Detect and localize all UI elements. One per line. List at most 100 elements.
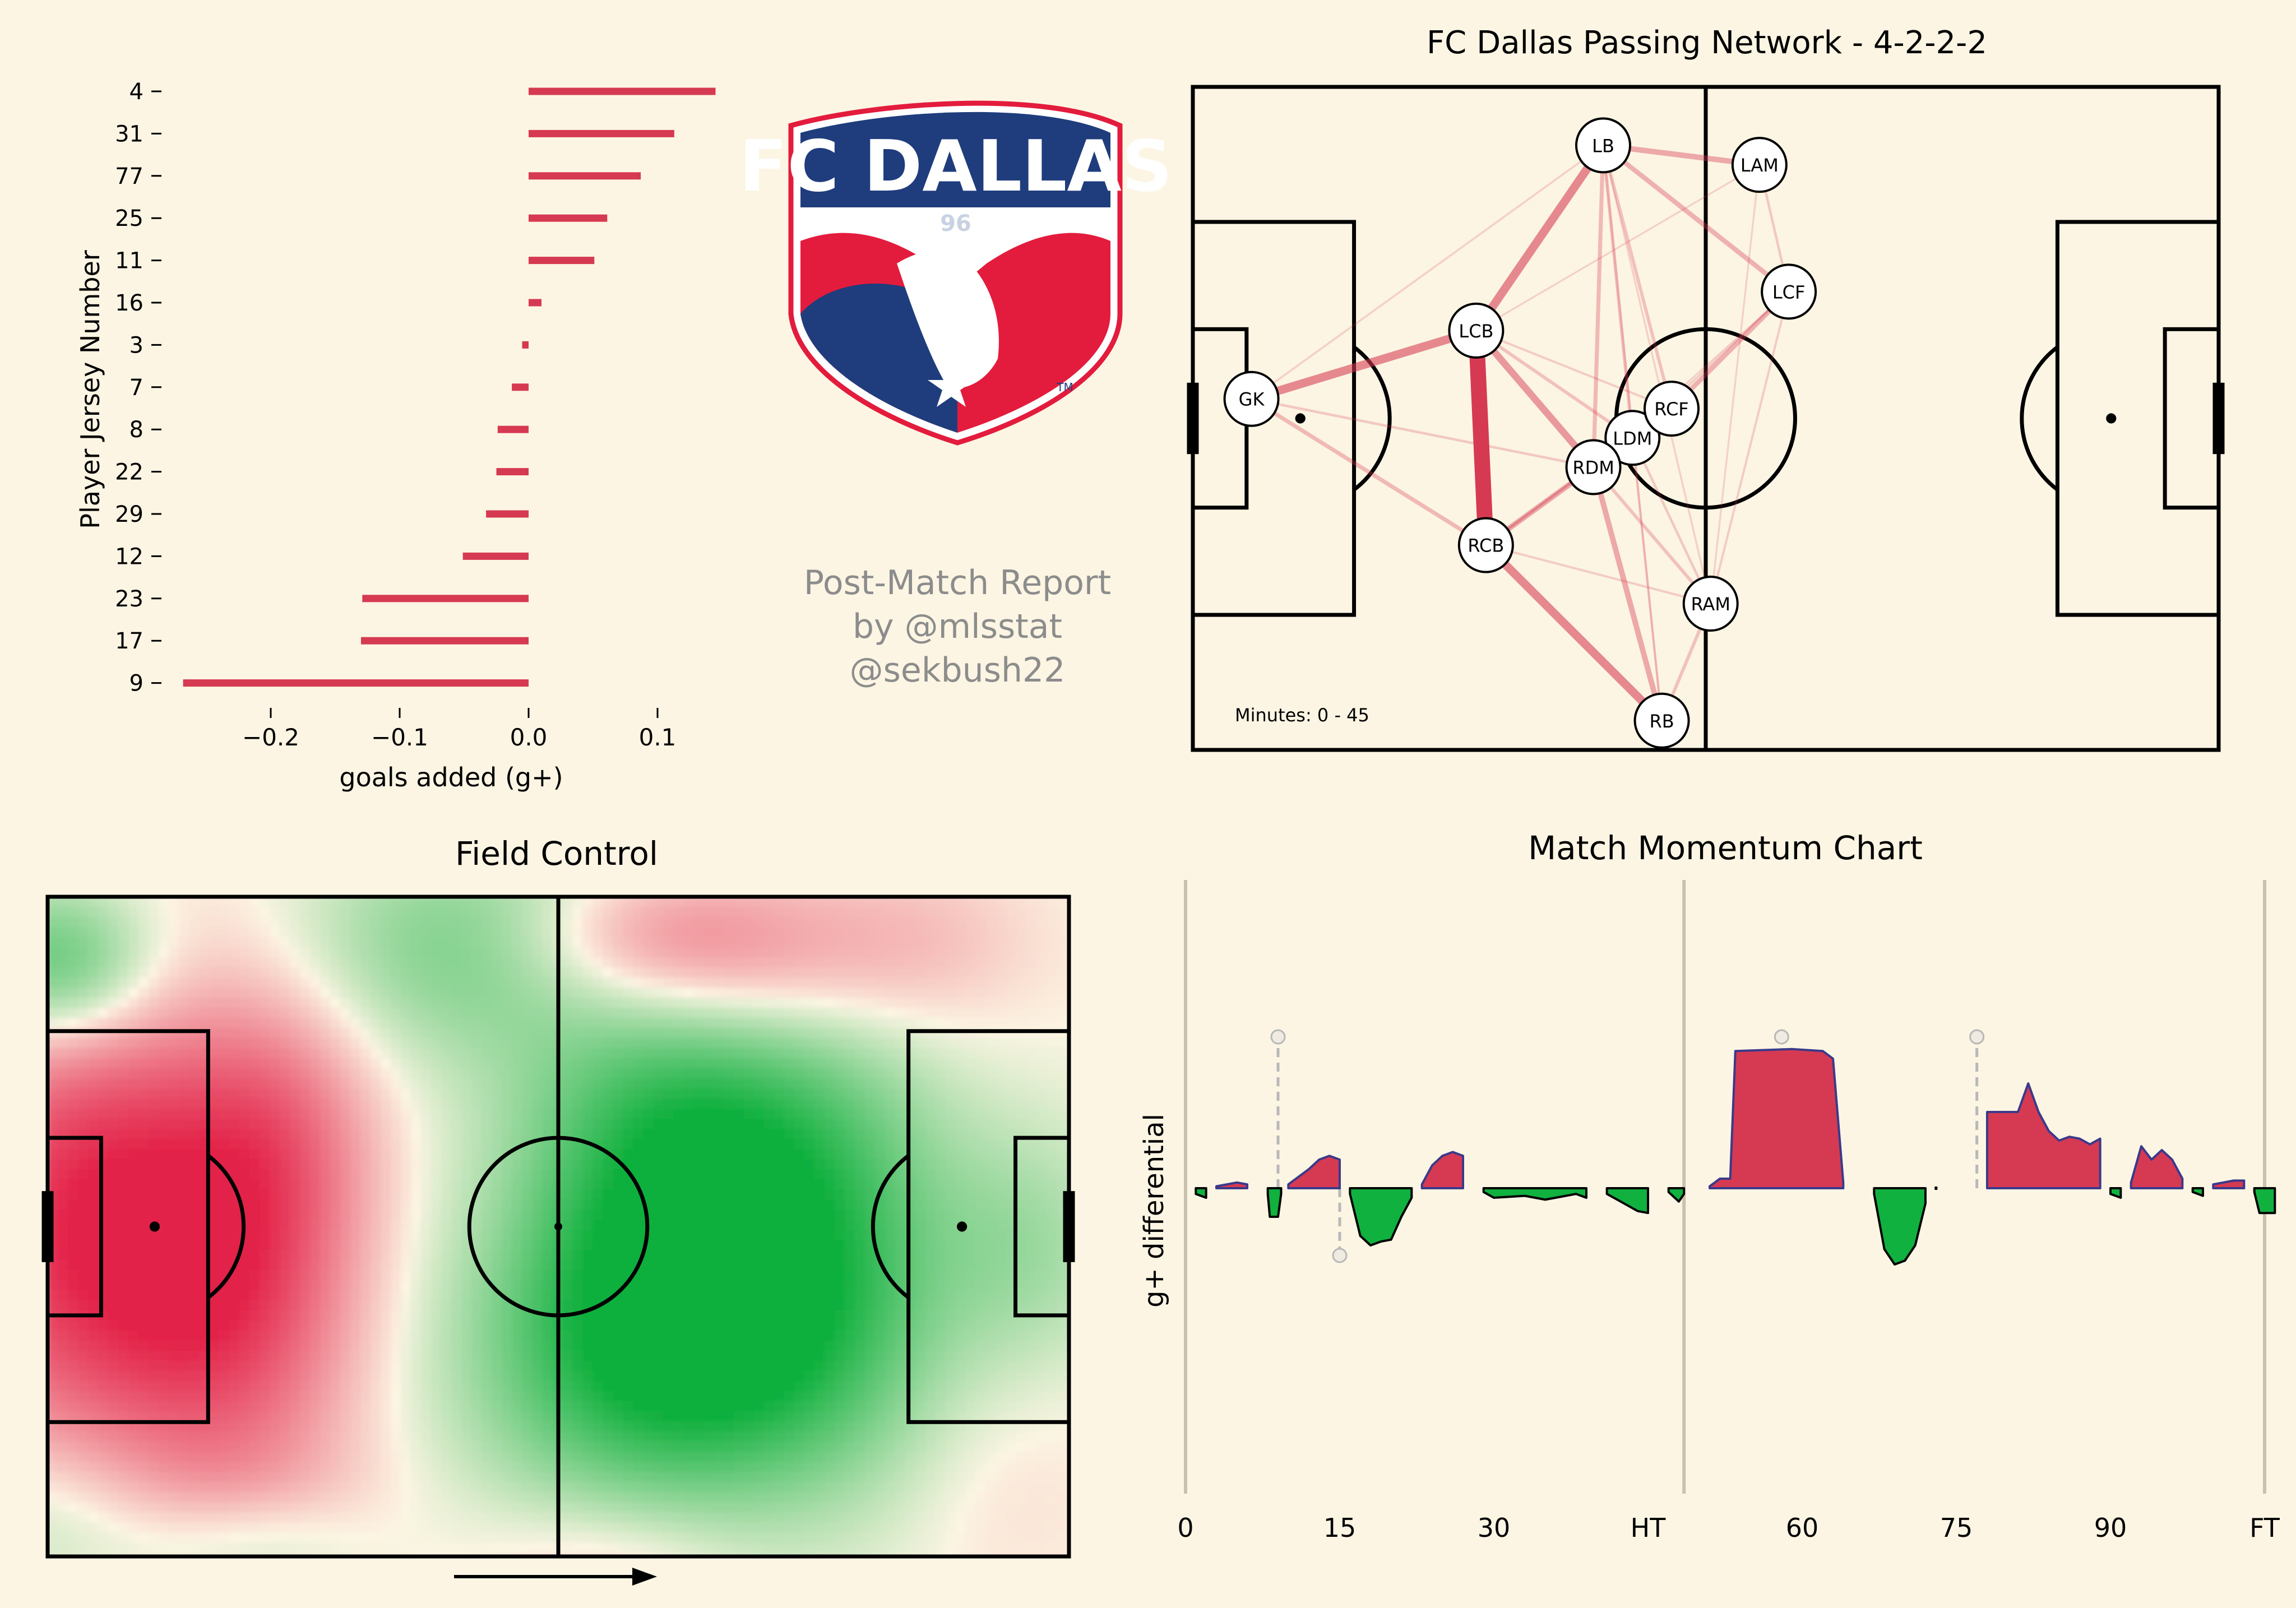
heat-cell — [270, 1169, 280, 1180]
heat-cell — [814, 1159, 825, 1170]
heat-cell — [865, 977, 876, 988]
heat-cell — [431, 1290, 442, 1301]
heat-cell — [471, 1361, 482, 1371]
heat-cell — [623, 1028, 633, 1039]
heat-cell — [209, 947, 220, 958]
heat-cell — [845, 1008, 855, 1018]
heat-cell — [592, 1048, 603, 1059]
heat-cell — [522, 988, 533, 998]
heat-cell — [895, 1189, 906, 1200]
heat-cell — [865, 1129, 876, 1139]
heat-cell — [340, 1331, 351, 1341]
heat-cell — [966, 1078, 976, 1089]
heat-cell — [108, 1058, 119, 1069]
heat-cell — [703, 927, 714, 938]
heat-cell — [209, 1260, 220, 1271]
heat-cell — [663, 1290, 674, 1301]
heat-cell — [502, 1099, 512, 1109]
heat-cell — [371, 947, 381, 958]
heat-cell — [835, 1240, 845, 1250]
heat-cell — [825, 1149, 835, 1160]
heat-cell — [219, 977, 230, 988]
heat-cell — [774, 988, 785, 998]
heat-cell — [845, 1341, 855, 1351]
heat-cell — [512, 897, 522, 907]
heat-cell — [128, 1220, 139, 1230]
heat-cell — [936, 1250, 946, 1261]
heat-cell — [562, 988, 573, 998]
heat-cell — [492, 1008, 502, 1018]
heat-cell — [310, 1300, 321, 1311]
heat-cell — [855, 1038, 865, 1049]
heat-cell — [290, 897, 300, 907]
heat-cell — [825, 1119, 835, 1129]
heat-cell — [340, 1199, 351, 1210]
heat-cell — [865, 1310, 876, 1321]
heat-cell — [754, 1230, 765, 1240]
heat-cell — [179, 1240, 189, 1250]
heat-cell — [592, 1199, 603, 1210]
heat-cell — [138, 1250, 149, 1261]
heat-cell — [633, 1068, 644, 1079]
heat-cell — [522, 1199, 533, 1210]
heat-cell — [401, 988, 411, 998]
heat-cell — [613, 937, 623, 948]
heat-cell — [895, 1199, 906, 1210]
heat-cell — [562, 1048, 573, 1059]
heat-cell — [996, 1048, 1007, 1059]
heat-cell — [350, 1109, 361, 1119]
heat-cell — [1036, 907, 1047, 917]
heat-cell — [855, 927, 865, 938]
heat-cell — [169, 1361, 179, 1371]
heat-cell — [764, 957, 775, 968]
heat-cell — [138, 1341, 149, 1351]
heat-cell — [814, 947, 825, 958]
heat-cell — [693, 1331, 704, 1341]
heat-cell — [149, 1159, 159, 1170]
heat-cell — [592, 1341, 603, 1351]
heat-cell — [996, 1341, 1007, 1351]
heat-cell — [703, 977, 714, 988]
heat-cell — [996, 1169, 1007, 1180]
heat-cell — [875, 1058, 886, 1069]
heat-cell — [88, 1280, 99, 1291]
heat-cell — [512, 957, 522, 968]
heat-cell — [360, 1099, 371, 1109]
heat-cell — [350, 1351, 361, 1361]
heat-cell — [643, 1250, 654, 1261]
heat-cell — [58, 917, 68, 928]
heat-cell — [300, 1038, 311, 1049]
heat-cell — [835, 1078, 845, 1089]
heat-cell — [340, 1159, 351, 1170]
heat-cell — [966, 998, 976, 1008]
heat-cell — [754, 1058, 765, 1069]
heat-cell — [108, 1189, 119, 1200]
heat-cell — [371, 937, 381, 948]
heat-cell — [1057, 1361, 1067, 1371]
heat-cell — [360, 897, 371, 907]
heat-cell — [350, 907, 361, 917]
heat-cell — [784, 1290, 795, 1301]
heat-cell — [814, 1119, 825, 1129]
heat-cell — [189, 1270, 200, 1281]
heat-cell — [320, 1068, 331, 1079]
heat-cell — [189, 1038, 200, 1049]
heat-cell — [482, 1078, 492, 1089]
heat-cell — [48, 1270, 58, 1281]
heat-cell — [290, 947, 300, 958]
gplus-y-axis-label: Player Jersey Number — [75, 250, 105, 529]
heat-cell — [633, 1280, 644, 1291]
heat-cell — [431, 1038, 442, 1049]
heat-cell — [643, 1018, 654, 1028]
heat-cell — [1016, 998, 1027, 1008]
heat-cell — [895, 1018, 906, 1028]
heat-cell — [401, 1088, 411, 1099]
heat-cell — [714, 1078, 724, 1089]
heat-cell — [522, 1270, 533, 1281]
heat-cell — [340, 937, 351, 948]
heat-cell — [996, 1159, 1007, 1170]
heat-cell — [350, 897, 361, 907]
heat-cell — [734, 1149, 744, 1160]
heat-cell — [159, 1260, 169, 1271]
heat-cell — [885, 1048, 896, 1059]
